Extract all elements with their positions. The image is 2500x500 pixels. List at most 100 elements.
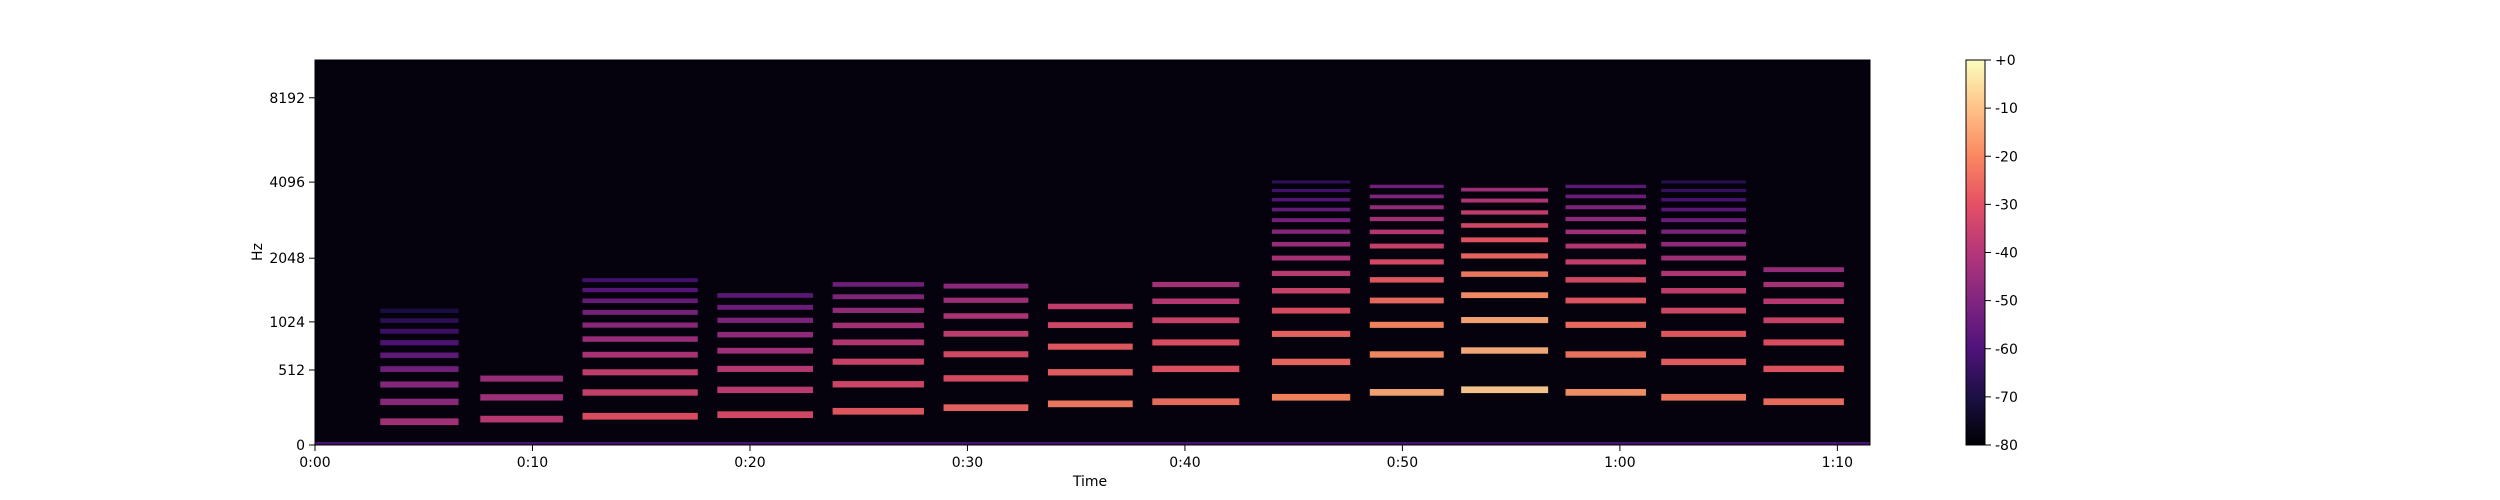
note-13 — [1661, 180, 1747, 401]
y-tick-label: 8192 — [269, 91, 305, 107]
harmonic-band — [1565, 243, 1646, 249]
harmonic-band — [582, 389, 698, 396]
harmonic-band — [582, 351, 698, 358]
harmonic-band — [1565, 229, 1646, 235]
harmonic-band — [1271, 288, 1351, 294]
colorbar-tick-label: +0 — [1995, 53, 2016, 69]
harmonic-band — [1369, 184, 1444, 189]
harmonic-band — [1565, 194, 1646, 199]
harmonic-band — [943, 283, 1029, 289]
note-9 — [1271, 180, 1351, 401]
harmonic-band — [582, 298, 698, 304]
harmonic-band — [1152, 281, 1240, 288]
harmonic-band — [1661, 207, 1747, 212]
x-tick-label: 1:10 — [1822, 455, 1853, 471]
y-axis-ticks: 0 512 1024 2048 4096 8192 — [269, 91, 315, 454]
note-1 — [380, 308, 459, 426]
harmonic-band — [1565, 297, 1646, 304]
x-axis-label: Time — [1072, 474, 1107, 490]
harmonic-band — [1565, 351, 1646, 358]
harmonic-band — [832, 358, 924, 365]
harmonic-band — [1152, 398, 1240, 406]
note-6 — [943, 283, 1029, 412]
harmonic-band — [943, 297, 1029, 303]
note-11 — [1461, 187, 1549, 394]
harmonic-band — [717, 317, 814, 323]
harmonic-band — [380, 398, 459, 406]
harmonic-band — [380, 418, 459, 426]
x-tick-label: 0:00 — [299, 455, 330, 471]
harmonic-band — [1271, 393, 1351, 401]
harmonic-band — [582, 309, 698, 315]
harmonic-band — [582, 369, 698, 376]
harmonic-band — [1461, 317, 1549, 324]
x-tick-label: 0:50 — [1387, 455, 1418, 471]
harmonic-band — [1369, 351, 1444, 358]
colorbar-tick-label: -50 — [1995, 294, 2018, 310]
harmonic-band — [1369, 321, 1444, 328]
harmonic-band — [380, 328, 459, 334]
colorbar-tick-label: -80 — [1995, 438, 2018, 454]
plot-background — [315, 60, 1870, 445]
harmonic-band — [1661, 330, 1747, 337]
harmonic-band — [717, 347, 814, 354]
harmonic-band — [1271, 307, 1351, 314]
harmonic-band — [380, 340, 459, 346]
harmonic-band — [1271, 207, 1351, 212]
harmonic-band — [1152, 298, 1240, 305]
harmonic-band — [1271, 218, 1351, 223]
colorbar-tick-label: -20 — [1995, 149, 2018, 165]
harmonic-band — [1763, 398, 1844, 406]
harmonic-band — [1369, 229, 1444, 235]
colorbar-tick-label: -10 — [1995, 101, 2018, 117]
harmonic-band — [1047, 343, 1133, 350]
harmonic-band — [1369, 205, 1444, 210]
harmonic-band — [1369, 216, 1444, 222]
harmonic-band — [717, 386, 814, 394]
note-14 — [1763, 267, 1844, 406]
harmonic-band — [943, 404, 1029, 412]
harmonic-band — [832, 307, 924, 313]
harmonic-band — [1565, 205, 1646, 210]
y-tick-label: 512 — [278, 363, 305, 379]
harmonic-band — [380, 366, 459, 373]
note-10 — [1369, 184, 1444, 396]
harmonic-band — [1461, 223, 1549, 228]
x-axis-ticks: 0:00 0:10 0:20 0:30 0:40 0:50 1:00 1:10 — [299, 445, 1853, 471]
harmonic-band — [1661, 255, 1747, 261]
harmonic-band — [1461, 198, 1549, 203]
harmonic-band — [380, 308, 459, 313]
colorbar-tick-label: -60 — [1995, 342, 2018, 358]
harmonic-band — [1047, 322, 1133, 328]
harmonic-band — [1763, 281, 1844, 288]
x-tick-label: 0:40 — [1169, 455, 1200, 471]
harmonic-band — [1565, 277, 1646, 283]
harmonic-band — [1461, 386, 1549, 394]
y-tick-label: 0 — [296, 438, 305, 454]
harmonic-band — [480, 375, 563, 382]
harmonic-band — [1461, 271, 1549, 277]
harmonic-band — [943, 313, 1029, 319]
harmonic-band — [1047, 369, 1133, 376]
harmonic-band — [1661, 188, 1747, 193]
harmonic-band — [1152, 365, 1240, 373]
harmonic-band — [1152, 317, 1240, 324]
harmonic-band — [1271, 255, 1351, 261]
harmonic-band — [1565, 184, 1646, 189]
harmonic-band — [1271, 330, 1351, 337]
harmonic-band — [832, 407, 924, 415]
harmonic-band — [582, 278, 698, 283]
harmonic-band — [1271, 241, 1351, 247]
harmonic-band — [1661, 288, 1747, 294]
y-tick-label: 2048 — [269, 251, 305, 267]
colorbar-tick-label: -40 — [1995, 246, 2018, 262]
harmonic-band — [717, 331, 814, 338]
harmonic-band — [1763, 317, 1844, 324]
harmonic-band — [1047, 400, 1133, 408]
harmonic-band — [1763, 298, 1844, 305]
harmonic-band — [832, 294, 924, 300]
harmonic-band — [1661, 307, 1747, 314]
harmonic-band — [1565, 259, 1646, 265]
harmonic-band — [1271, 198, 1351, 202]
harmonic-band — [1565, 389, 1646, 396]
